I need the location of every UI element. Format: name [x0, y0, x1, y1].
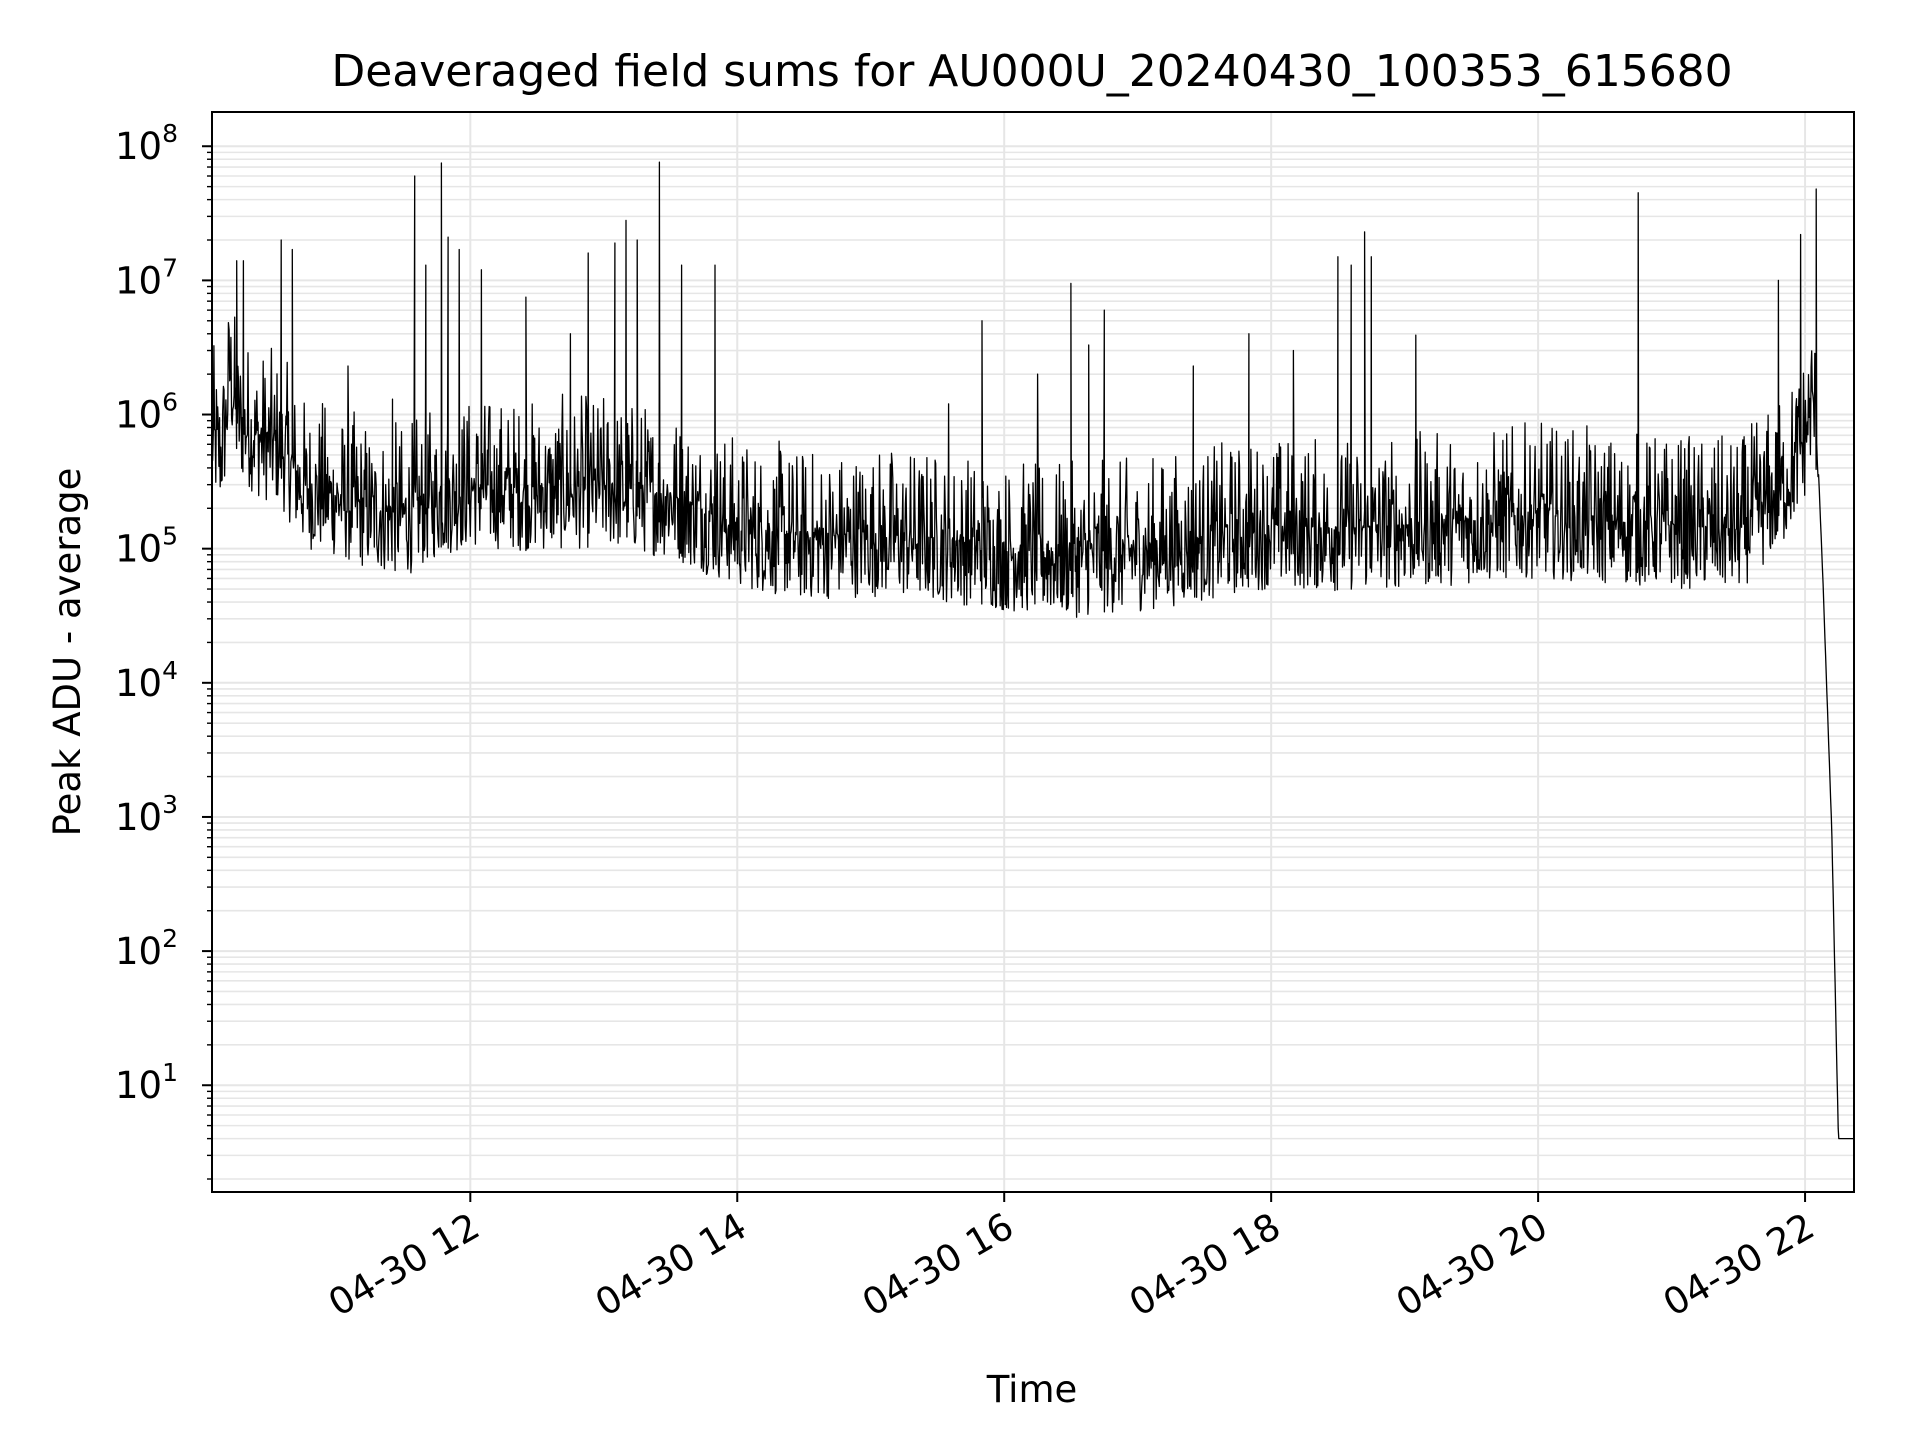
series-line: [212, 161, 1854, 1140]
grid: [212, 112, 1854, 1192]
series-layer: [212, 161, 1854, 1140]
y-tick-label: 108: [115, 119, 178, 168]
y-tick-label: 103: [115, 790, 178, 839]
chart-title: Deaveraged field sums for AU000U_2024043…: [331, 46, 1732, 97]
y-axis-label: Peak ADU - average: [46, 468, 89, 837]
y-tick-label: 105: [115, 522, 178, 571]
y-tick-label: 102: [115, 924, 178, 973]
y-axis: 101 102 103 104 105 106 107 108: [115, 119, 212, 1180]
y-tick-label: 106: [115, 388, 178, 437]
y-tick-label: 101: [115, 1058, 178, 1107]
plot-frame: [211, 111, 1855, 1193]
x-axis-label: Time: [986, 1368, 1078, 1411]
y-tick-label: 104: [115, 656, 178, 705]
y-tick-label: 107: [115, 253, 178, 302]
